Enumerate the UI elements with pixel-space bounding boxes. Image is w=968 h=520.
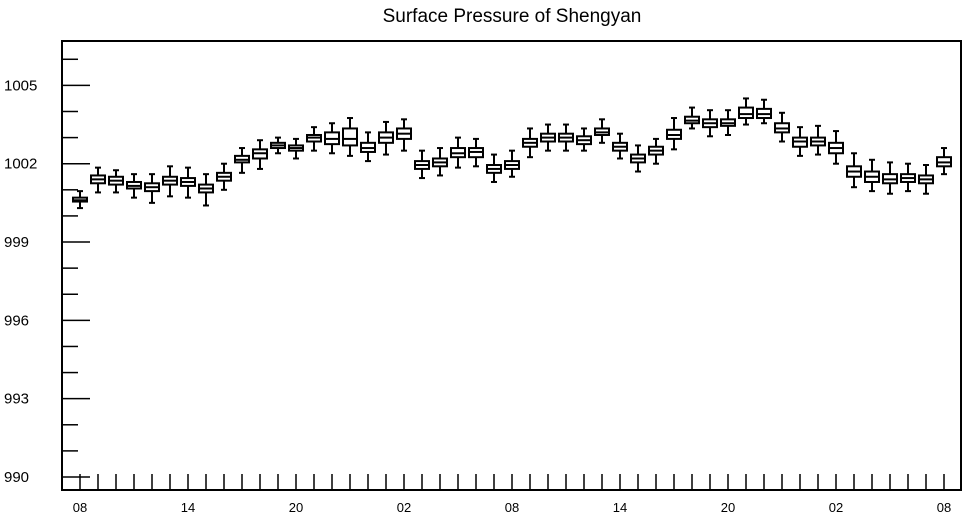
box: [594, 118, 610, 144]
box: [108, 169, 124, 194]
box: [90, 166, 106, 194]
box: [216, 162, 232, 191]
box: [324, 122, 340, 155]
box: [126, 173, 142, 199]
box: [198, 173, 214, 207]
box: [234, 147, 250, 174]
box: [828, 130, 844, 165]
box: [864, 158, 880, 193]
box: [288, 137, 304, 160]
box: [648, 137, 664, 165]
box: [360, 131, 376, 163]
box: [684, 106, 700, 130]
x-tick-label: 20: [721, 500, 735, 515]
box: [540, 123, 556, 152]
y-axis: 990 993 996 999 1002 1005: [4, 58, 90, 486]
box: [270, 136, 286, 155]
box: [918, 164, 934, 195]
box: [522, 127, 538, 159]
x-tick-label: 02: [829, 500, 843, 515]
box: [342, 117, 358, 157]
box: [414, 149, 430, 180]
box: [612, 132, 628, 160]
x-tick-label: 20: [289, 500, 303, 515]
box: [936, 147, 952, 176]
y-tick-label: 1002: [4, 156, 37, 173]
chart-title: Surface Pressure of Shengyan: [383, 6, 642, 27]
box: [558, 123, 574, 152]
x-tick-label: 08: [505, 500, 519, 515]
y-tick-label: 993: [4, 391, 29, 408]
box: [162, 165, 178, 198]
y-tick-label: 990: [4, 469, 29, 486]
box: [144, 173, 160, 204]
x-tick-label: 14: [181, 500, 195, 515]
box: [900, 162, 916, 193]
box: [180, 166, 196, 199]
box-body: [342, 127, 358, 147]
x-tick-label: 08: [73, 500, 87, 515]
box: [810, 124, 826, 156]
box: [432, 147, 448, 177]
box: [252, 139, 268, 170]
box: [702, 109, 718, 138]
box: [306, 126, 322, 152]
box: [378, 120, 394, 156]
y-tick-label: 999: [4, 234, 29, 251]
x-tick-label: 08: [937, 500, 951, 515]
x-tick-label: 02: [397, 500, 411, 515]
box: [846, 152, 862, 189]
box: [756, 98, 772, 125]
box: [450, 136, 466, 169]
box: [774, 111, 790, 143]
box: [576, 127, 592, 152]
x-tick-label: 14: [613, 500, 627, 515]
box: [468, 137, 484, 168]
box: [720, 109, 736, 136]
y-tick-label: 1005: [4, 77, 37, 94]
y-tick-label: 996: [4, 312, 29, 329]
x-axis: 08 14 20 02 08 14 20 02 08: [73, 474, 951, 515]
box: [738, 97, 754, 126]
box-body: [738, 106, 754, 120]
box: [504, 149, 520, 178]
box: [666, 117, 682, 151]
box: [72, 190, 88, 210]
plot-frame: [61, 40, 962, 491]
box: [486, 153, 502, 183]
boxplot-series: [72, 97, 952, 210]
box: [882, 161, 898, 195]
box: [630, 144, 646, 173]
box: [792, 126, 808, 157]
box: [396, 118, 412, 152]
